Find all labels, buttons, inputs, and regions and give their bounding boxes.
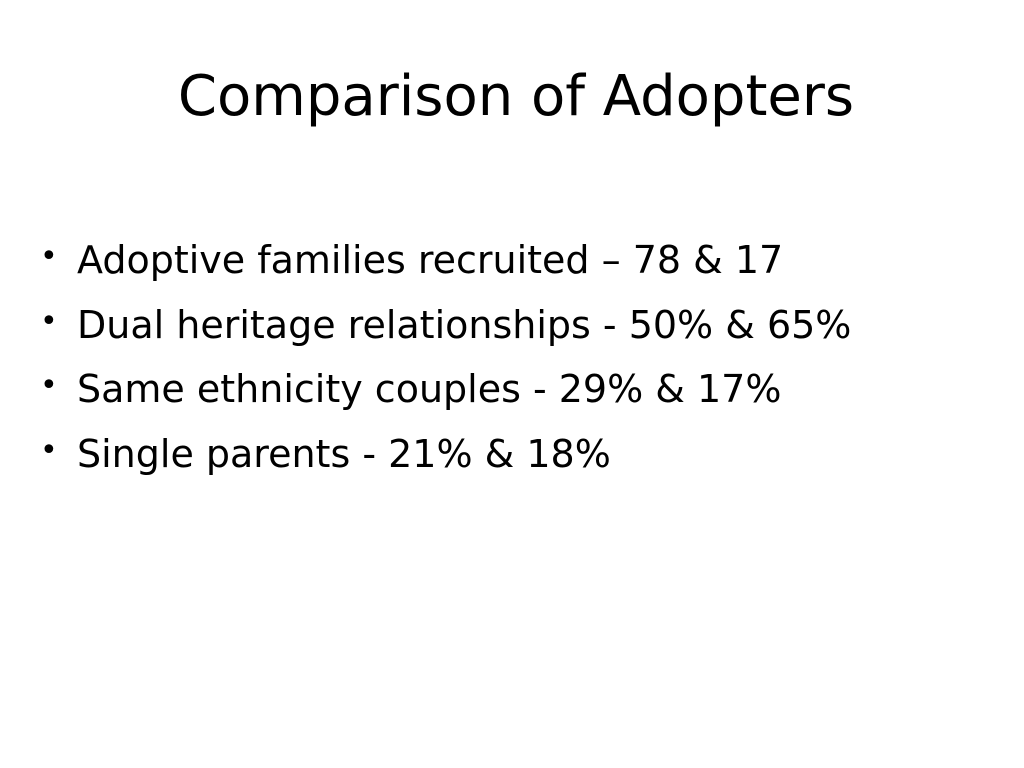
bullet-list: Adoptive families recruited – 78 & 17Dua…	[40, 225, 851, 487]
bullet-item: Single parents - 21% & 18%	[40, 419, 851, 487]
bullet-item: Same ethnicity couples - 29% & 17%	[40, 354, 851, 422]
bullet-item: Dual heritage relationships - 50% & 65%	[40, 290, 851, 358]
bullet-item: Adoptive families recruited – 78 & 17	[40, 225, 851, 293]
slide-title: Comparison of Adopters	[177, 64, 855, 129]
